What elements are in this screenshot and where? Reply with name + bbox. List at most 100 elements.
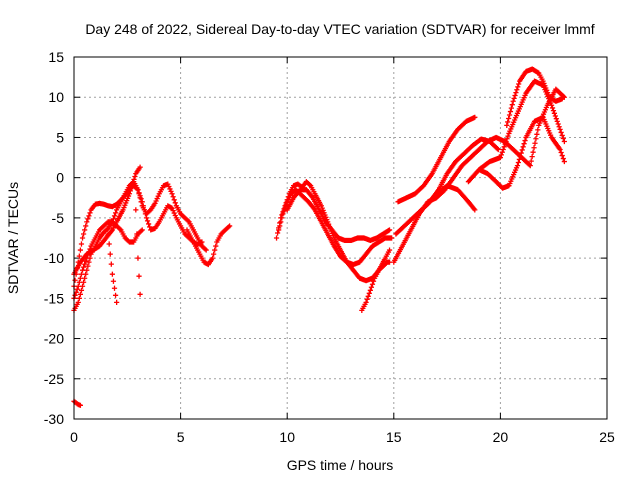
data-point	[529, 154, 535, 160]
data-point	[147, 208, 153, 214]
data-point	[78, 271, 85, 277]
data-point	[172, 212, 178, 219]
data-point	[533, 136, 539, 142]
series-track-g	[184, 223, 233, 268]
data-point	[86, 213, 92, 219]
data-point	[74, 286, 80, 292]
data-point	[76, 253, 82, 259]
data-point	[133, 207, 139, 213]
data-point	[76, 279, 82, 285]
data-point	[386, 247, 393, 253]
data-point	[155, 193, 161, 199]
x-tick-label: 10	[279, 429, 295, 445]
data-point	[172, 200, 178, 206]
data-point	[500, 146, 506, 153]
data-point	[559, 96, 565, 102]
data-point	[510, 98, 516, 104]
data-point	[502, 141, 508, 147]
x-tick-label: 20	[493, 429, 509, 445]
data-point	[535, 127, 541, 133]
data-point	[559, 152, 565, 159]
data-point	[168, 188, 174, 194]
data-point	[83, 258, 89, 264]
series-track-r	[504, 66, 565, 128]
data-point	[280, 211, 286, 217]
data-point	[107, 251, 113, 257]
data-point	[87, 210, 93, 216]
data-point	[505, 133, 511, 139]
data-point	[83, 223, 89, 229]
data-point	[146, 221, 152, 227]
data-point	[498, 152, 504, 158]
data-point	[154, 195, 160, 202]
y-tick-label: 15	[48, 49, 64, 65]
data-point	[225, 224, 232, 230]
data-point	[549, 105, 556, 111]
data-point	[273, 235, 280, 241]
x-tick-label: 0	[70, 429, 78, 445]
data-point	[72, 277, 78, 283]
data-point	[509, 102, 515, 108]
series-track-i	[276, 187, 395, 268]
data-point	[140, 203, 146, 209]
data-point	[530, 149, 536, 155]
data-point	[79, 267, 86, 273]
data-point	[532, 140, 538, 146]
data-point	[548, 102, 555, 108]
series-track-p	[476, 114, 567, 191]
data-point	[135, 255, 141, 261]
data-point	[499, 149, 505, 155]
data-point	[494, 146, 500, 152]
data-point	[137, 193, 143, 199]
data-point	[143, 215, 150, 221]
data-point	[147, 224, 153, 230]
data-point	[78, 287, 85, 293]
data-point	[495, 146, 501, 153]
data-point	[209, 255, 216, 261]
data-point	[134, 231, 140, 237]
y-tick-label: 5	[56, 129, 64, 145]
data-point	[139, 227, 145, 233]
data-point	[561, 158, 567, 165]
data-point	[504, 122, 510, 128]
y-tick-label: -15	[44, 290, 64, 306]
data-point	[131, 176, 137, 182]
data-point	[363, 299, 369, 305]
data-point	[514, 163, 521, 169]
data-point	[72, 292, 78, 298]
series-track-o	[423, 183, 478, 213]
data-point	[111, 213, 118, 219]
data-point	[528, 158, 534, 164]
data-point	[132, 173, 138, 180]
data-point	[77, 402, 83, 408]
data-point	[517, 153, 523, 159]
data-point	[370, 278, 377, 284]
data-point	[555, 121, 561, 127]
data-point	[213, 243, 219, 249]
data-point	[505, 119, 511, 125]
chart-title: Day 248 of 2022, Sidereal Day-to-day VTE…	[85, 21, 594, 37]
data-point	[77, 247, 83, 253]
series-track-f	[133, 207, 143, 297]
data-point	[472, 114, 478, 120]
data-point	[534, 131, 540, 137]
data-point	[117, 226, 123, 232]
plot-frame	[73, 56, 608, 420]
data-point	[559, 132, 565, 139]
data-point	[135, 187, 141, 193]
data-point	[520, 144, 526, 150]
data-point	[144, 218, 151, 224]
data-point	[141, 207, 147, 213]
data-point	[109, 271, 115, 277]
data-point	[389, 235, 395, 241]
data-point	[112, 210, 119, 216]
data-point	[171, 197, 177, 203]
data-point	[211, 251, 217, 257]
data-point	[112, 292, 119, 298]
data-point	[522, 137, 528, 144]
data-point	[75, 299, 81, 305]
data-point	[366, 290, 372, 296]
data-point	[138, 196, 144, 202]
data-point	[276, 227, 282, 233]
data-point	[275, 230, 281, 236]
